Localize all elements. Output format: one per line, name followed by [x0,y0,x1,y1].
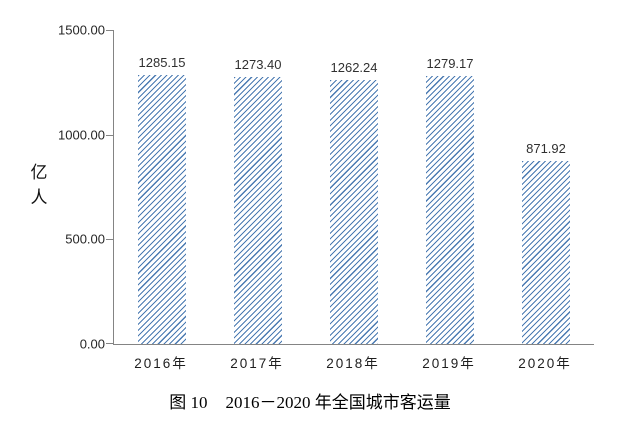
bar [426,76,474,344]
figure-caption-text: 2016－2020 年全国城市客运量 [225,393,451,412]
bar [138,74,186,344]
y-axis-title: 亿 人 [27,160,51,210]
bar-value-label: 1273.40 [234,57,282,73]
bar-value-label: 1262.24 [330,59,378,75]
bar-group-2016: 1285.15 [138,30,186,344]
y-axis-title-char: 亿 [30,163,48,182]
bar-value-label: 871.92 [526,141,566,157]
bar [522,161,570,344]
y-tick-label: 0.00 [79,336,105,352]
bar-group-2018: 1262.24 [330,30,378,344]
bars-container: 1285.15 1273.40 1262.24 1279.17 871.92 [114,30,594,344]
x-tick-label: 2017年 [230,356,284,371]
y-axis-title-char: 人 [30,188,48,207]
x-tick-label: 2016年 [134,356,188,371]
y-tick-mark [106,30,113,31]
bar-group-2020: 871.92 [522,30,570,344]
y-tick-label: 500.00 [65,231,105,247]
y-tick-mark [106,239,113,241]
x-tick-label: 2018年 [326,356,380,371]
y-axis-tick-labels: 1500.00 1000.00 500.00 0.00 [0,23,105,352]
bar-group-2017: 1273.40 [234,30,282,344]
y-tick-mark [106,343,113,344]
bar [330,79,378,344]
y-tick-label: 1500.00 [58,22,105,38]
x-tick-label: 2020年 [518,356,572,371]
x-axis-tick-labels: 2016年 2017年 2018年 2019年 2020年 [113,352,593,372]
bar-value-label: 1279.17 [426,56,474,72]
bar-group-2019: 1279.17 [426,30,474,344]
bar [234,77,282,344]
plot-area: 1285.15 1273.40 1262.24 1279.17 871.92 [106,30,594,345]
y-tick-label: 1000.00 [58,127,105,143]
figure-caption-number: 图 10 [169,393,208,412]
bar-value-label: 1285.15 [138,54,186,70]
y-tick-mark [106,134,113,136]
figure-caption: 图 10 2016－2020 年全国城市客运量 [0,388,620,413]
x-tick-label: 2019年 [422,356,476,371]
